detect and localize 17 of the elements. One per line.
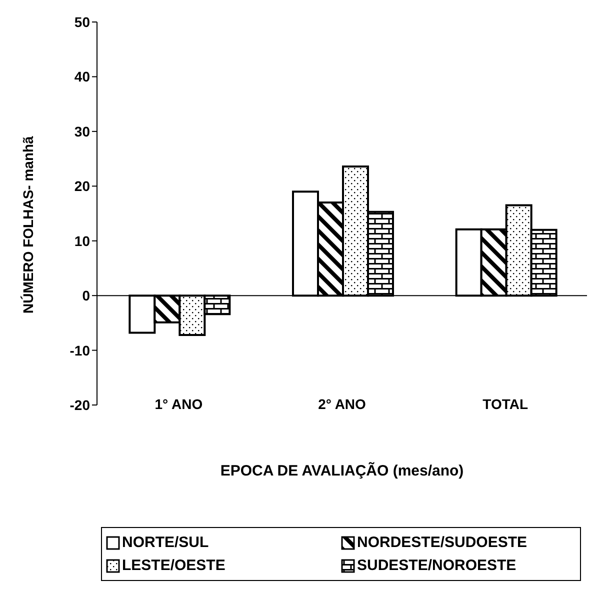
- y-tick-label: 50: [74, 14, 90, 30]
- x-tick-label: 2° ANO: [318, 396, 366, 412]
- y-tick-label: 30: [74, 123, 90, 140]
- x-tick-label: 1° ANO: [154, 396, 203, 412]
- legend-label: LESTE/OESTE: [122, 557, 226, 574]
- y-tick-label: -10: [70, 342, 90, 358]
- y-tick-label: 20: [74, 178, 90, 194]
- y-tick-label: 40: [74, 68, 90, 85]
- legend-label: SUDESTE/NOROESTE: [357, 557, 516, 574]
- y-tick-label: 10: [74, 232, 90, 249]
- y-axis-title: NÚMERO FOLHAS- manhã: [20, 136, 36, 314]
- y-tick-label: 0: [82, 288, 90, 304]
- legend-label: NORDESTE/SUDOESTE: [357, 534, 528, 551]
- x-axis-title: EPOCA DE AVALIAÇÃO (mes/ano): [220, 462, 464, 480]
- legend-label: NORTE/SUL: [122, 534, 209, 551]
- x-tick-label: TOTAL: [482, 396, 528, 412]
- y-tick-label: -20: [70, 396, 90, 413]
